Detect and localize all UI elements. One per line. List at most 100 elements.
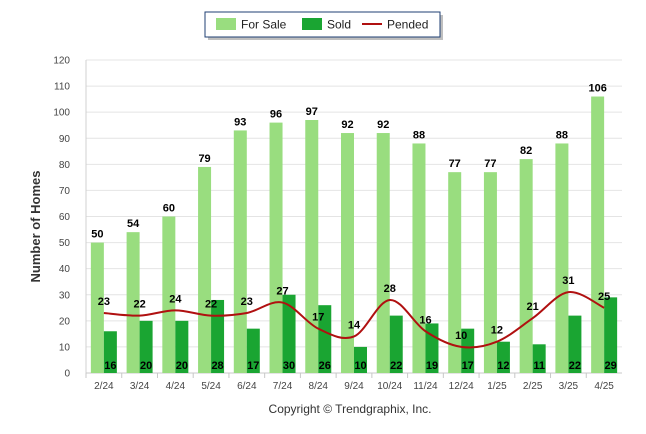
sold-bar bbox=[389, 315, 403, 373]
y-axis-title: Number of Homes bbox=[28, 171, 43, 283]
sold-bar bbox=[318, 305, 332, 373]
for-sale-value-label: 79 bbox=[198, 153, 210, 165]
for-sale-legend-swatch bbox=[216, 18, 236, 30]
for-sale-bar bbox=[483, 172, 497, 373]
y-tick-label: 110 bbox=[54, 82, 70, 93]
for-sale-bar bbox=[341, 133, 354, 373]
for-sale-value-label: 92 bbox=[377, 119, 389, 131]
sold-legend-swatch bbox=[302, 18, 322, 30]
for-sale-value-label: 97 bbox=[306, 106, 318, 118]
pended-value-label: 25 bbox=[598, 291, 610, 303]
pended-value-label: 16 bbox=[419, 314, 431, 326]
for-sale-value-label: 92 bbox=[341, 119, 353, 131]
y-tick-label: 10 bbox=[59, 342, 71, 353]
y-tick-label: 100 bbox=[53, 108, 70, 119]
y-axis-ticks: 0 10 20 30 40 50 60 70 80 90 100 110 120 bbox=[53, 56, 70, 380]
for-sale-value-label: 88 bbox=[556, 129, 568, 141]
for-sale-bar bbox=[90, 242, 104, 373]
for-sale-bar bbox=[126, 232, 140, 373]
legend-box bbox=[204, 11, 441, 38]
sold-value-label: 12 bbox=[497, 360, 509, 372]
pended-value-label: 14 bbox=[348, 319, 361, 331]
for-sale-value-label: 77 bbox=[484, 158, 496, 170]
pended-value-label: 17 bbox=[312, 312, 324, 324]
sold-value-label: 22 bbox=[390, 360, 402, 372]
for-sale-value-label: 106 bbox=[588, 83, 606, 95]
x-axis-ticks: 2/24 3/24 4/24 5/24 6/24 7/24 8/24 9/24 10/24 11/… bbox=[85, 373, 614, 392]
x-tick-label: 1/25 bbox=[487, 381, 507, 392]
x-tick-label: 6/24 bbox=[237, 381, 257, 392]
x-tick-label: 9/24 bbox=[344, 381, 364, 392]
sold-bar bbox=[282, 294, 296, 373]
pended-value-label: 12 bbox=[491, 325, 503, 337]
x-tick-label: 7/24 bbox=[273, 381, 293, 392]
y-tick-label: 0 bbox=[64, 369, 70, 380]
for-sale-value-label: 60 bbox=[163, 203, 175, 215]
for-sale-bar bbox=[233, 130, 247, 373]
for-sale-value-label: 93 bbox=[234, 116, 246, 128]
sold-value-label: 28 bbox=[211, 360, 223, 372]
sold-value-label: 20 bbox=[176, 360, 188, 372]
pended-value-label: 23 bbox=[241, 296, 253, 308]
sold-bar bbox=[568, 315, 582, 373]
y-tick-label: 120 bbox=[53, 56, 70, 67]
for-sale-bar bbox=[412, 143, 426, 373]
data-labels: 50 16 54 20 60 20 79 28 93 17 96 30 97 26 92 10 92 22 88 19… bbox=[91, 83, 617, 372]
legend: For Sale Sold Pended bbox=[204, 11, 443, 40]
for-sale-value-label: 50 bbox=[91, 229, 103, 241]
for-sale-value-label: 96 bbox=[270, 109, 282, 121]
sold-value-label: 11 bbox=[533, 360, 545, 372]
y-tick-label: 70 bbox=[59, 186, 71, 197]
for-sale-bar bbox=[198, 166, 212, 373]
x-tick-label: 8/24 bbox=[309, 381, 329, 392]
for-sale-value-label: 88 bbox=[413, 129, 425, 141]
pended-line bbox=[103, 291, 605, 349]
x-tick-label: 2/24 bbox=[94, 381, 114, 392]
x-tick-label: 2/25 bbox=[523, 381, 543, 392]
for-sale-bar bbox=[305, 119, 319, 373]
y-tick-label: 40 bbox=[59, 264, 71, 275]
y-tick-label: 30 bbox=[59, 290, 71, 301]
for-sale-value-label: 54 bbox=[127, 218, 140, 230]
for-sale-bar bbox=[519, 159, 533, 373]
x-tick-label: 12/24 bbox=[449, 381, 474, 392]
sold-bar bbox=[532, 344, 546, 373]
sold-value-label: 22 bbox=[569, 360, 581, 372]
sold-value-label: 17 bbox=[247, 360, 259, 372]
pended-value-label: 24 bbox=[169, 293, 182, 305]
pended-value-label: 10 bbox=[455, 330, 467, 342]
sold-bar bbox=[425, 323, 439, 373]
sold-value-label: 16 bbox=[104, 360, 116, 372]
pended-value-label: 22 bbox=[133, 299, 145, 311]
copyright-text: Copyright © Trendgraphix, Inc. bbox=[269, 402, 432, 416]
sold-value-label: 10 bbox=[354, 360, 366, 372]
sold-value-label: 26 bbox=[319, 360, 331, 372]
sold-value-label: 30 bbox=[283, 360, 295, 372]
x-tick-label: 4/25 bbox=[594, 381, 614, 392]
y-tick-label: 90 bbox=[59, 134, 71, 145]
for-sale-bar bbox=[269, 122, 283, 373]
sold-bar bbox=[103, 331, 117, 373]
sold-bar bbox=[604, 297, 618, 373]
sold-bar bbox=[246, 328, 260, 373]
y-tick-label: 20 bbox=[59, 316, 71, 327]
y-tick-label: 80 bbox=[59, 160, 71, 171]
pended-value-label: 21 bbox=[527, 301, 539, 313]
sold-legend-label: Sold bbox=[327, 18, 351, 32]
sold-value-label: 20 bbox=[140, 360, 152, 372]
for-sale-bar bbox=[555, 143, 569, 373]
x-tick-label: 10/24 bbox=[377, 381, 402, 392]
pended-value-label: 23 bbox=[98, 296, 110, 308]
sold-bar bbox=[354, 346, 367, 373]
x-tick-label: 3/25 bbox=[559, 381, 579, 392]
sold-bar bbox=[496, 341, 510, 373]
y-tick-label: 50 bbox=[59, 238, 71, 249]
sold-bar bbox=[211, 299, 225, 373]
pended-value-label: 28 bbox=[384, 283, 396, 295]
for-sale-bar bbox=[162, 216, 176, 373]
sold-bar bbox=[175, 320, 189, 373]
pended-value-label: 27 bbox=[276, 286, 288, 298]
pended-legend-label: Pended bbox=[387, 18, 428, 32]
for-sale-bar bbox=[376, 133, 390, 373]
